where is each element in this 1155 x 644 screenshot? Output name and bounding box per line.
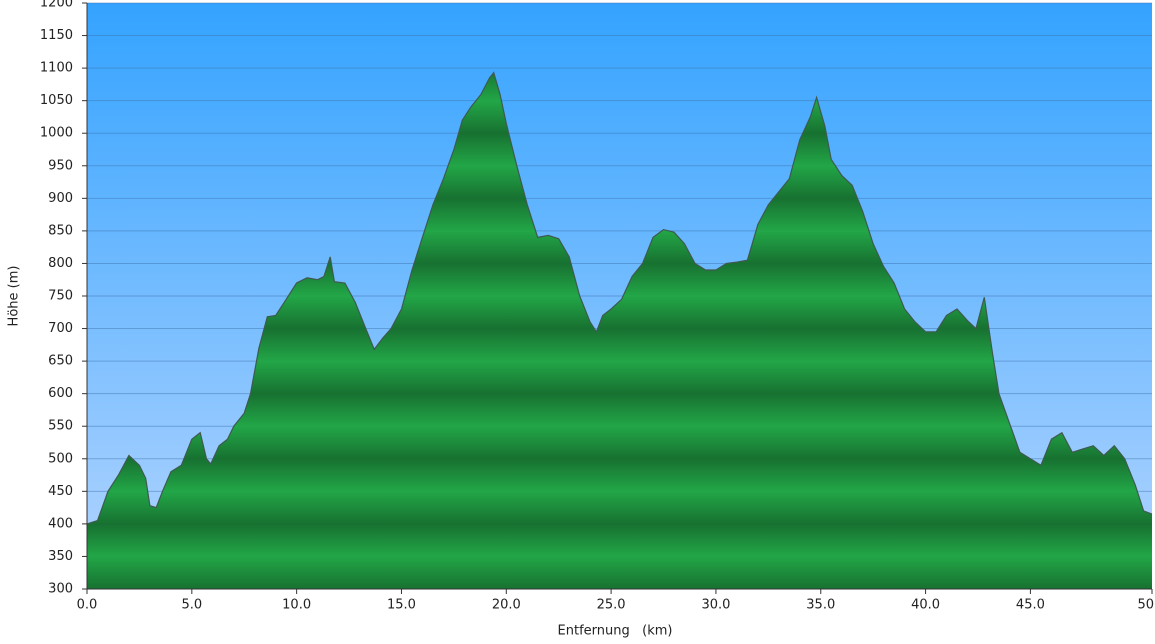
x-tick-label: 5.0 bbox=[181, 598, 202, 613]
y-tick-label: 400 bbox=[48, 516, 73, 531]
y-tick-label: 1050 bbox=[40, 93, 73, 108]
y-tick-label: 750 bbox=[48, 289, 73, 304]
x-tick-label: 20.0 bbox=[492, 598, 521, 613]
x-tick-label: 15.0 bbox=[387, 598, 416, 613]
x-tick-label: 25.0 bbox=[597, 598, 626, 613]
y-tick-label: 600 bbox=[48, 386, 73, 401]
y-tick-label: 350 bbox=[48, 549, 73, 564]
y-tick-label: 650 bbox=[48, 354, 73, 369]
y-tick-label: 850 bbox=[48, 223, 73, 238]
y-tick-label: 800 bbox=[48, 256, 73, 271]
y-axis-label: Höhe (m) bbox=[7, 266, 22, 327]
area-shading bbox=[87, 72, 1152, 589]
x-tick-label: 35.0 bbox=[806, 598, 835, 613]
x-tick-label: 30.0 bbox=[701, 598, 730, 613]
x-axis-label: Entfernung (km) bbox=[558, 624, 673, 639]
x-tick-label: 50.8 bbox=[1138, 598, 1155, 613]
y-tick-label: 500 bbox=[48, 451, 73, 466]
x-tick-label: 40.0 bbox=[911, 598, 940, 613]
y-tick-label: 300 bbox=[48, 582, 73, 597]
y-tick-label: 550 bbox=[48, 419, 73, 434]
y-tick-label: 1000 bbox=[40, 126, 73, 141]
y-tick-label: 1200 bbox=[40, 0, 73, 11]
y-tick-label: 1100 bbox=[40, 61, 73, 76]
x-tick-label: 45.0 bbox=[1016, 598, 1045, 613]
elevation-line bbox=[86, 71, 1153, 525]
y-tick-label: 1150 bbox=[40, 28, 73, 43]
y-tick-label: 450 bbox=[48, 484, 73, 499]
x-tick-label: 0.0 bbox=[77, 598, 98, 613]
y-tick-label: 700 bbox=[48, 321, 73, 336]
y-tick-label: 900 bbox=[48, 191, 73, 206]
y-tick-label: 950 bbox=[48, 158, 73, 173]
x-tick-label: 10.0 bbox=[282, 598, 311, 613]
